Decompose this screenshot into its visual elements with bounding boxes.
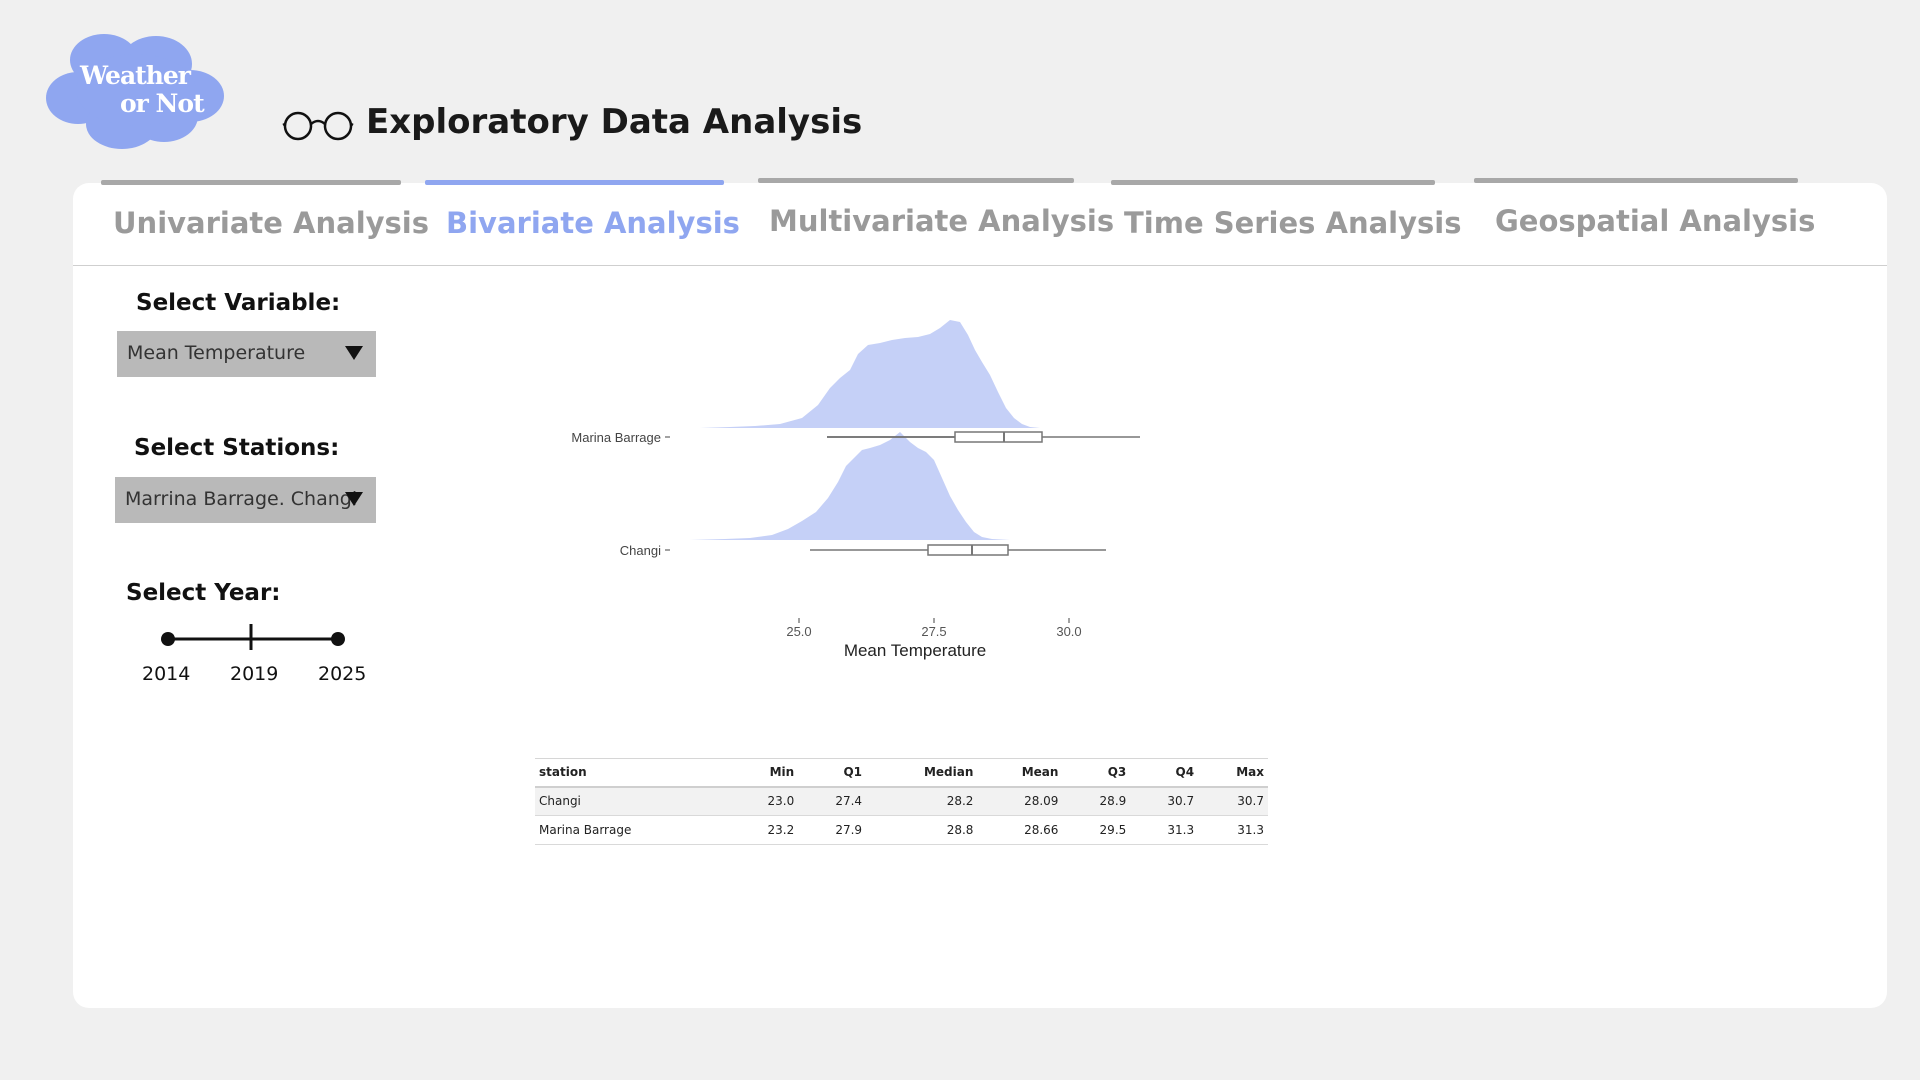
cell-median: 28.8 [866,815,978,845]
cell-q4: 31.3 [1130,815,1199,845]
col-min: Min [727,758,799,788]
col-q4: Q4 [1130,758,1199,788]
cell-q3: 28.9 [1062,786,1131,816]
col-station: station [535,758,728,788]
app-logo: Weather or Not [44,30,230,150]
logo-line2: or Not [120,89,205,118]
slider-handle-start[interactable] [161,632,175,646]
page-title: Exploratory Data Analysis [366,102,863,142]
tab-geospatial[interactable]: Geospatial Analysis [1474,176,1815,246]
tab-geospatial-label: Geospatial Analysis [1495,204,1816,238]
tab-divider [73,265,1887,266]
col-q3: Q3 [1062,758,1131,788]
x-tick-label-25: 25.0 [786,624,811,639]
main-panel [73,183,1887,1008]
ridgeline-chart: Marina Barrage Changi 25.0 27.5 30.0 Mea… [571,320,1140,660]
boxplot-marina-barrage-main [827,431,1140,443]
x-axis-label: Mean Temperature [844,641,986,660]
year-tick-2025: 2025 [318,663,367,685]
cell-mean: 28.09 [977,786,1063,816]
table-row: Marina Barrage 23.2 27.9 28.8 28.66 29.5… [535,815,1268,845]
col-median: Median [866,758,978,788]
cell-q4: 30.7 [1130,786,1199,816]
boxplot-changi [810,544,1106,556]
logo-line1: Weather [80,61,191,90]
cell-q3: 29.5 [1062,815,1131,845]
tab-bivariate[interactable]: Bivariate Analysis [425,178,740,248]
tab-multivariate[interactable]: Multivariate Analysis [758,176,1114,246]
y-label-marina-barrage: Marina Barrage [571,430,661,445]
cell-station: Marina Barrage [535,815,728,845]
cell-max: 31.3 [1198,815,1268,845]
stations-label: Select Stations: [134,435,340,461]
slider-handle-end[interactable] [331,632,345,646]
year-range-slider[interactable]: 2014 2019 2025 [142,620,380,685]
cell-station: Changi [535,786,728,816]
col-max: Max [1198,758,1268,788]
dropdown-arrow-icon [345,346,363,360]
variable-label: Select Variable: [136,290,341,316]
cell-min: 23.2 [727,815,799,845]
cell-min: 23.0 [727,786,799,816]
y-label-changi: Changi [620,543,661,558]
variable-select-value: Mean Temperature [127,342,306,364]
logo-text: Weather or Not [44,30,230,150]
density-changi [690,432,1010,540]
variable-select[interactable]: Mean Temperature [117,331,376,377]
cell-max: 30.7 [1198,786,1268,816]
logo-cloud-icon [46,34,224,149]
density-marina-barrage [700,320,1040,428]
tab-univariate-label: Univariate Analysis [113,206,430,240]
year-tick-2014: 2014 [142,663,191,685]
year-label: Select Year: [126,580,281,606]
cell-mean: 28.66 [977,815,1063,845]
stations-select[interactable]: Marrina Barrage. Changi [115,477,376,523]
table-row: Changi 23.0 27.4 28.2 28.09 28.9 30.7 30… [535,786,1268,816]
table-header-row: station Min Q1 Median Mean Q3 Q4 Max [535,758,1268,788]
tab-time-series[interactable]: Time Series Analysis [1111,178,1462,248]
x-tick-label-27-5: 27.5 [921,624,946,639]
summary-table: station Min Q1 Median Mean Q3 Q4 Max Cha… [535,758,1268,845]
tab-univariate[interactable]: Univariate Analysis [101,178,429,248]
dropdown-arrow-icon [345,492,363,506]
slider-track [161,624,345,650]
col-mean: Mean [977,758,1063,788]
tab-time-series-label: Time Series Analysis [1124,206,1462,240]
col-q1: Q1 [798,758,867,788]
cell-q1: 27.4 [798,786,867,816]
year-tick-2019: 2019 [230,663,279,685]
cell-q1: 27.9 [798,815,867,845]
x-tick-label-30: 30.0 [1056,624,1081,639]
cell-median: 28.2 [866,786,978,816]
stations-select-value: Marrina Barrage. Changi [125,488,358,510]
tab-multivariate-label: Multivariate Analysis [769,204,1115,238]
tab-bivariate-label: Bivariate Analysis [446,206,740,240]
glasses-icon [282,111,354,141]
